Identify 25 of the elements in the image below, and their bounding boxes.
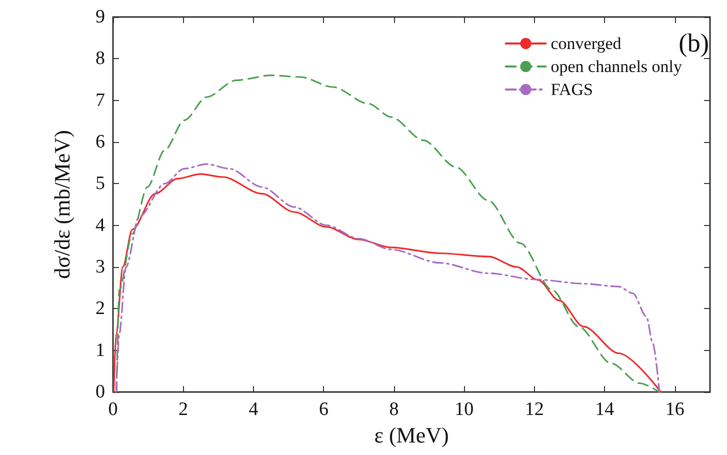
legend-label: FAGS — [550, 80, 593, 99]
y-tick-label: 8 — [96, 48, 105, 70]
x-tick-label: 8 — [389, 399, 399, 420]
y-axis-title: dσ/dε (mb/MeV) — [50, 130, 74, 279]
y-tick-label: 1 — [96, 340, 105, 361]
x-tick-label: 4 — [248, 399, 259, 420]
x-tick-label: 14 — [595, 399, 615, 420]
x-tick-label: 12 — [524, 399, 544, 420]
y-tick-label: 0 — [96, 382, 105, 402]
annotation: (b) — [678, 28, 710, 58]
x-tick-label: 6 — [318, 399, 328, 420]
y-tick-label: 7 — [96, 90, 105, 111]
y-tick-label: 5 — [96, 173, 105, 194]
y-tick-label: 9 — [96, 6, 105, 28]
x-tick-label: 2 — [178, 399, 188, 420]
x-tick-label: 16 — [665, 399, 684, 420]
legend-label: converged — [550, 34, 622, 53]
line-series — [116, 74, 660, 393]
x-axis-title: ε (MeV) — [374, 422, 449, 448]
y-tick-label: 6 — [96, 132, 105, 152]
y-tick-label: 2 — [96, 298, 105, 320]
x-tick-label: 10 — [454, 399, 474, 420]
y-tick-label: 3 — [96, 256, 105, 278]
legend-label: open channels only — [550, 57, 682, 76]
y-tick-label: 4 — [96, 214, 106, 236]
